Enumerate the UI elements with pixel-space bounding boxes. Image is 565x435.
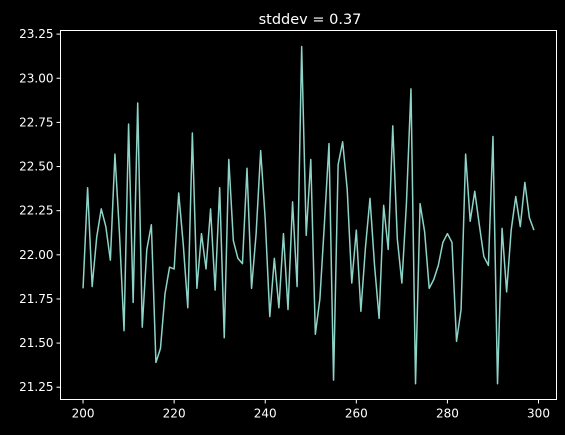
y-tick-label: 21.25 — [19, 380, 53, 394]
y-tick-label: 22.25 — [19, 204, 53, 218]
x-tick-label: 300 — [527, 407, 550, 421]
x-tick-label: 220 — [163, 407, 186, 421]
x-tick-label: 200 — [72, 407, 95, 421]
series-line — [82, 45, 535, 385]
y-axis: 21.25 21.50 21.75 22.00 22.25 22.50 22.75 23.00… — [19, 27, 61, 394]
y-tick-label: 22.00 — [19, 248, 53, 262]
x-tick-label: 240 — [254, 407, 277, 421]
y-tick-label: 23.25 — [19, 27, 53, 41]
plot-area-frame — [60, 30, 557, 400]
y-tick-label: 23.00 — [19, 71, 53, 85]
y-tick-label: 21.50 — [19, 336, 53, 350]
x-tick-label: 280 — [436, 407, 459, 421]
y-tick-label: 21.75 — [19, 292, 53, 306]
x-tick-label: 260 — [345, 407, 368, 421]
x-axis: 200 220 240 260 280 300 — [72, 399, 550, 421]
y-tick-label: 22.75 — [19, 115, 53, 129]
y-tick-label: 22.50 — [19, 160, 53, 174]
chart-title: stddev = 0.37 — [259, 12, 362, 28]
